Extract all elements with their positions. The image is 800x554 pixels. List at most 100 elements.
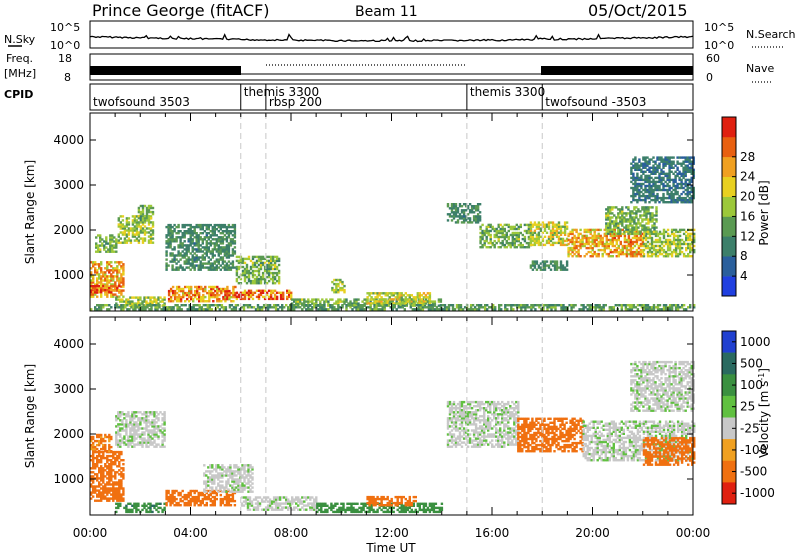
power-cell (685, 248, 688, 252)
power-cell (196, 304, 199, 307)
power-cell (253, 261, 257, 265)
power-cell (90, 308, 93, 311)
power-cell (487, 233, 490, 237)
power-cell (601, 244, 604, 248)
power-cell (692, 186, 695, 190)
power-cell (293, 300, 296, 303)
power-cell (177, 254, 180, 257)
power-cell (419, 306, 422, 309)
power-cell (142, 308, 145, 311)
power-cell (664, 242, 668, 246)
power-cell (108, 275, 111, 278)
power-cell (227, 268, 231, 271)
velocity-cell (96, 475, 99, 478)
power-cell (639, 222, 642, 225)
power-cell (674, 228, 678, 232)
power-cell (533, 221, 537, 224)
power-cell (122, 308, 125, 311)
power-cell (672, 248, 676, 252)
power-cell (634, 194, 637, 198)
power-cell (666, 242, 670, 246)
power-cell (386, 300, 389, 303)
power-cell (483, 229, 486, 233)
power-cell (617, 234, 620, 238)
power-cell (148, 304, 151, 307)
power-cell (112, 267, 115, 270)
power-cell (243, 273, 247, 277)
velocity-cell (149, 441, 152, 444)
velocity-cell (145, 441, 148, 444)
velocity-cell (106, 454, 109, 458)
power-cell (654, 234, 658, 238)
power-frame (89, 112, 694, 312)
power-cell (201, 242, 204, 245)
power-cell (375, 304, 378, 307)
power-cell (145, 206, 149, 210)
velocity-cell (145, 429, 148, 432)
power-cell (223, 234, 227, 237)
velocity-cell (149, 411, 152, 414)
power-cell (668, 186, 671, 190)
power-cell (650, 184, 653, 188)
power-cell (133, 215, 137, 218)
power-cell (637, 210, 640, 213)
power-cell (209, 236, 212, 239)
power-cell (682, 162, 685, 165)
power-cell (682, 156, 685, 159)
power-cell (92, 295, 95, 298)
power-cell (237, 275, 241, 279)
power-cell (109, 242, 112, 245)
power-cell (394, 292, 397, 295)
power-cell (538, 304, 541, 307)
velocity-cell (127, 445, 130, 448)
power-cell (215, 234, 218, 237)
power-cell (660, 156, 663, 159)
power-cell (535, 268, 539, 271)
power-cell (210, 295, 213, 299)
power-cell (325, 308, 328, 311)
power-cell (433, 308, 437, 311)
velocity-cell (108, 483, 111, 486)
power-cell (625, 240, 629, 244)
power-cell (168, 306, 171, 309)
power-cell (265, 293, 269, 297)
power-cell (92, 275, 95, 278)
power-cell (141, 219, 145, 222)
power-cell (589, 246, 592, 250)
velocity-cell (129, 441, 132, 444)
velocity-cell (100, 467, 103, 470)
power-cell (155, 300, 158, 303)
power-cell (629, 212, 632, 215)
power-cell (171, 238, 174, 241)
power-cell (174, 304, 177, 307)
velocity-cell (137, 443, 140, 446)
power-cell (311, 302, 314, 305)
velocity-cell (92, 495, 95, 498)
power-cell (134, 308, 137, 311)
power-cell (167, 291, 171, 295)
power-cell (664, 162, 667, 165)
power-cell (685, 242, 688, 246)
power-cell (625, 228, 628, 231)
power-cell (428, 298, 432, 301)
velocity-cell (133, 425, 136, 428)
power-cell (275, 257, 279, 261)
power-cell (649, 212, 652, 215)
power-cell (668, 156, 671, 159)
power-cell (686, 201, 689, 204)
velocity-cell (96, 499, 99, 502)
power-cell (676, 246, 680, 250)
power-cell (249, 295, 253, 299)
velocity-cell (94, 465, 97, 468)
power-cell (201, 250, 204, 253)
power-cell (625, 248, 629, 252)
power-cell (147, 208, 151, 212)
power-cell (366, 300, 369, 303)
power-cell (573, 234, 576, 238)
power-cell (642, 164, 645, 167)
power-cell (392, 302, 395, 305)
power-cell (191, 240, 194, 243)
power-cell (406, 294, 409, 297)
power-cell (355, 308, 358, 311)
power-cell (191, 260, 194, 263)
